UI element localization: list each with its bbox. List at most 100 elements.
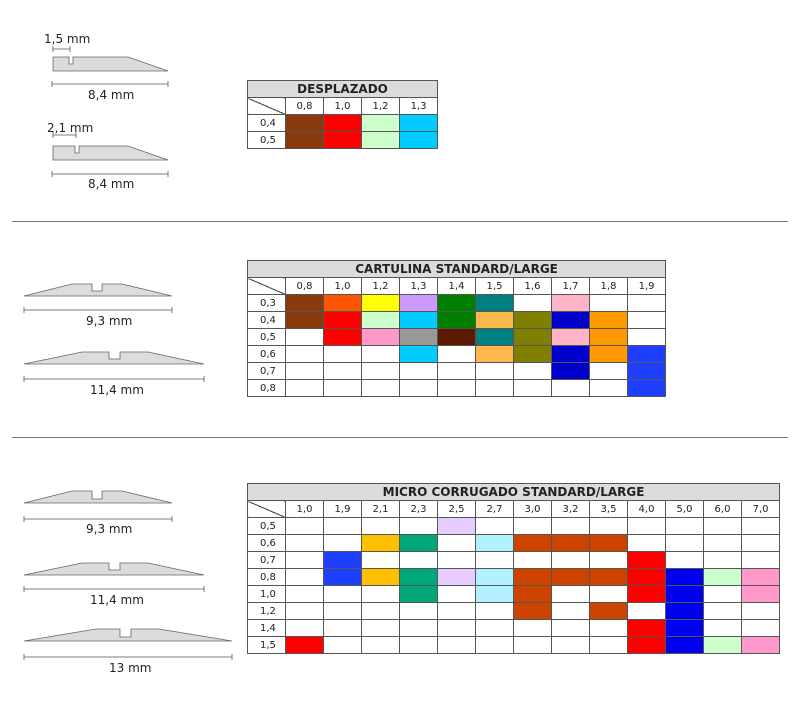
empty-cell bbox=[323, 619, 362, 637]
width-dimension: 9,3 mm bbox=[86, 314, 133, 328]
empty-cell bbox=[513, 636, 552, 654]
empty-cell bbox=[323, 602, 362, 620]
color-cell bbox=[323, 568, 362, 586]
column-header: 1,2 bbox=[361, 97, 400, 115]
empty-cell bbox=[285, 619, 324, 637]
empty-cell bbox=[665, 551, 704, 569]
color-cell bbox=[437, 328, 476, 346]
color-cell bbox=[551, 534, 590, 552]
color-cell bbox=[626, 345, 667, 363]
empty-cell bbox=[361, 517, 400, 535]
table-title: CARTULINA STANDARD/LARGE bbox=[246, 260, 667, 278]
row-header: 0,8 bbox=[247, 379, 286, 397]
column-header: 1,0 bbox=[323, 277, 362, 295]
table-row: 0,6 bbox=[247, 345, 667, 363]
color-cell bbox=[399, 311, 438, 329]
column-header: 5,0 bbox=[665, 500, 704, 518]
empty-cell bbox=[323, 345, 362, 363]
color-cell bbox=[361, 568, 400, 586]
row-header: 0,4 bbox=[247, 114, 286, 132]
color-cell bbox=[703, 636, 742, 654]
empty-cell bbox=[589, 294, 628, 312]
column-header: 1,6 bbox=[513, 277, 552, 295]
color-cell bbox=[665, 602, 704, 620]
column-header: 3,0 bbox=[513, 500, 552, 518]
column-header: 3,5 bbox=[589, 500, 628, 518]
empty-cell bbox=[626, 311, 667, 329]
row-header: 1,5 bbox=[247, 636, 286, 654]
table-corner bbox=[247, 97, 286, 115]
color-cell bbox=[323, 131, 362, 149]
empty-cell bbox=[285, 328, 324, 346]
empty-cell bbox=[361, 636, 400, 654]
empty-cell bbox=[513, 517, 552, 535]
color-cell bbox=[399, 568, 438, 586]
color-cell bbox=[475, 328, 514, 346]
table-row: 1,2 bbox=[247, 602, 781, 620]
color-cell bbox=[513, 345, 552, 363]
empty-cell bbox=[703, 551, 742, 569]
empty-cell bbox=[285, 585, 324, 603]
empty-cell bbox=[361, 379, 400, 397]
color-cell bbox=[361, 131, 400, 149]
column-header: 1,3 bbox=[399, 277, 438, 295]
empty-cell bbox=[361, 551, 400, 569]
profile-shape bbox=[52, 46, 169, 72]
color-cell bbox=[437, 294, 476, 312]
color-cell bbox=[589, 534, 628, 552]
color-cell bbox=[513, 585, 552, 603]
color-cell bbox=[475, 534, 514, 552]
empty-cell bbox=[551, 585, 590, 603]
profile-shape bbox=[23, 628, 233, 660]
empty-cell bbox=[589, 517, 628, 535]
width-dimension: 9,3 mm bbox=[86, 522, 133, 536]
empty-cell bbox=[627, 517, 666, 535]
empty-cell bbox=[475, 551, 514, 569]
row-header: 0,7 bbox=[247, 362, 286, 380]
empty-cell bbox=[589, 362, 628, 380]
color-cell bbox=[361, 294, 400, 312]
profile-shape bbox=[23, 490, 173, 522]
empty-cell bbox=[589, 551, 628, 569]
width-dimension: 8,4 mm bbox=[88, 177, 135, 191]
width-dimension: 13 mm bbox=[109, 661, 152, 675]
empty-cell bbox=[513, 551, 552, 569]
table-row: 1,0 bbox=[247, 585, 781, 603]
table-row: 1,4 bbox=[247, 619, 781, 637]
color-cell bbox=[285, 636, 324, 654]
width-dimension-line bbox=[51, 81, 169, 87]
table-row: 0,7 bbox=[247, 551, 781, 569]
width-dimension-line bbox=[51, 171, 169, 177]
empty-cell bbox=[361, 362, 400, 380]
column-header: 1,0 bbox=[323, 97, 362, 115]
empty-cell bbox=[285, 362, 324, 380]
table-desplazado: DESPLAZADO 0,8 1,0 1,2 1,3 0,4 0,5 bbox=[246, 80, 439, 149]
table-row: 0,5 bbox=[247, 328, 667, 346]
table-micro-corrugado: MICRO CORRUGADO STANDARD/LARGE 1,0 1,9 2,1 2… bbox=[246, 483, 781, 654]
profile-shape bbox=[23, 562, 205, 592]
color-cell bbox=[323, 311, 362, 329]
color-cell bbox=[626, 362, 667, 380]
color-cell bbox=[703, 568, 742, 586]
empty-cell bbox=[589, 636, 628, 654]
color-cell bbox=[361, 328, 400, 346]
empty-cell bbox=[740, 619, 781, 637]
column-header: 1,3 bbox=[398, 97, 439, 115]
empty-cell bbox=[285, 602, 324, 620]
empty-cell bbox=[513, 294, 552, 312]
empty-cell bbox=[475, 379, 514, 397]
color-cell bbox=[627, 551, 666, 569]
empty-cell bbox=[665, 517, 704, 535]
empty-cell bbox=[551, 602, 590, 620]
color-cell bbox=[398, 114, 439, 132]
empty-cell bbox=[399, 551, 438, 569]
empty-cell bbox=[323, 585, 362, 603]
column-header: 2,3 bbox=[399, 500, 438, 518]
empty-cell bbox=[437, 362, 476, 380]
color-cell bbox=[627, 619, 666, 637]
color-cell bbox=[323, 114, 362, 132]
empty-cell bbox=[475, 602, 514, 620]
color-cell bbox=[589, 345, 628, 363]
column-header: 1,9 bbox=[323, 500, 362, 518]
table-corner bbox=[247, 277, 286, 295]
